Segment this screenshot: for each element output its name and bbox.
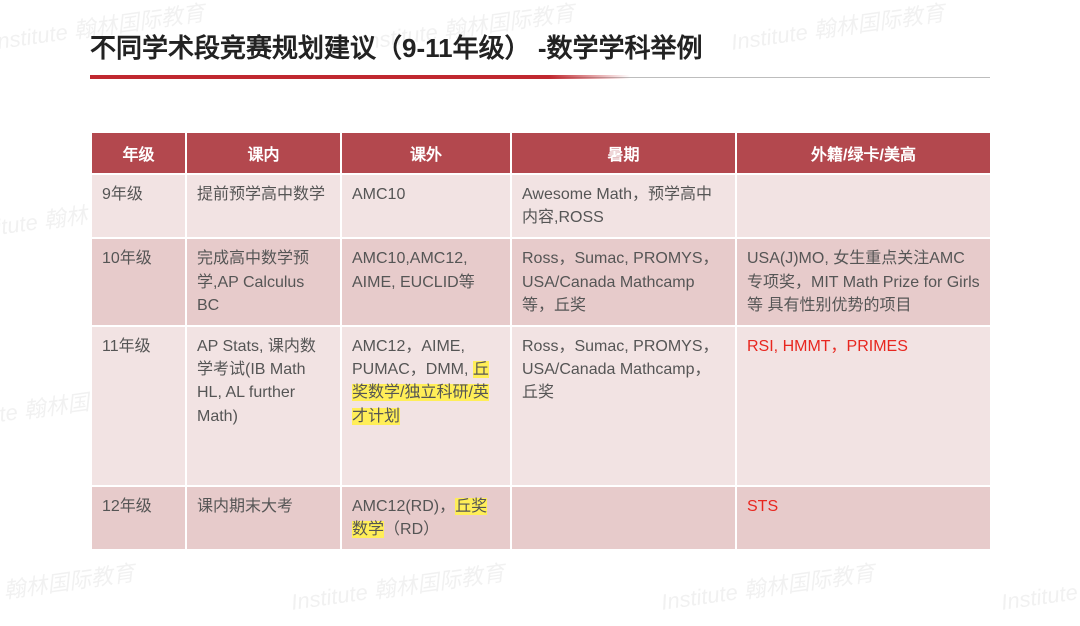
cell-abroad	[736, 174, 991, 238]
cell-grade: 9年级	[91, 174, 186, 238]
cell-grade: 10年级	[91, 238, 186, 326]
col-header-inclass: 课内	[186, 132, 341, 174]
extra-plain: AMC12，AIME, PUMAC，DMM,	[352, 338, 473, 378]
cell-abroad: USA(J)MO, 女生重点关注AMC专项奖，MIT Math Prize fo…	[736, 238, 991, 326]
cell-extra: AMC12(RD)，丘奖数学（RD）	[341, 486, 511, 550]
cell-inclass: AP Stats, 课内数学考试(IB Math HL, AL further …	[186, 326, 341, 486]
table-row: 11年级 AP Stats, 课内数学考试(IB Math HL, AL fur…	[91, 326, 991, 486]
col-header-summer: 暑期	[511, 132, 736, 174]
table-row: 9年级 提前预学高中数学 AMC10 Awesome Math，预学高中内容,R…	[91, 174, 991, 238]
cell-abroad: RSI, HMMT，PRIMES	[736, 326, 991, 486]
table-row: 12年级 课内期末大考 AMC12(RD)，丘奖数学（RD） STS	[91, 486, 991, 550]
slide-title: 不同学术段竞赛规划建议（9-11年级） -数学学科举例	[90, 28, 990, 65]
cell-inclass: 提前预学高中数学	[186, 174, 341, 238]
cell-summer: Awesome Math，预学高中内容,ROSS	[511, 174, 736, 238]
table-header-row: 年级 课内 课外 暑期 外籍/绿卡/美高	[91, 132, 991, 174]
title-underline	[90, 75, 990, 81]
cell-summer	[511, 486, 736, 550]
cell-grade: 12年级	[91, 486, 186, 550]
extra-plain-after: （RD）	[384, 521, 439, 538]
col-header-abroad: 外籍/绿卡/美高	[736, 132, 991, 174]
cell-abroad: STS	[736, 486, 991, 550]
table-row: 10年级 完成高中数学预学,AP Calculus BC AMC10,AMC12…	[91, 238, 991, 326]
col-header-grade: 年级	[91, 132, 186, 174]
slide-container: 不同学术段竞赛规划建议（9-11年级） -数学学科举例 年级 课内 课外 暑期 …	[0, 0, 1080, 571]
extra-plain: AMC12(RD)，	[352, 498, 455, 515]
abroad-red: RSI, HMMT，PRIMES	[747, 338, 908, 355]
cell-grade: 11年级	[91, 326, 186, 486]
cell-inclass: 完成高中数学预学,AP Calculus BC	[186, 238, 341, 326]
cell-summer: Ross，Sumac, PROMYS，USA/Canada Mathcamp，丘…	[511, 326, 736, 486]
plan-table: 年级 课内 课外 暑期 外籍/绿卡/美高 9年级 提前预学高中数学 AMC10 …	[90, 131, 992, 551]
abroad-red: STS	[747, 498, 778, 515]
cell-extra: AMC10	[341, 174, 511, 238]
cell-extra: AMC10,AMC12, AIME, EUCLID等	[341, 238, 511, 326]
cell-summer: Ross，Sumac, PROMYS，USA/Canada Mathcamp等，…	[511, 238, 736, 326]
cell-inclass: 课内期末大考	[186, 486, 341, 550]
cell-extra: AMC12，AIME, PUMAC，DMM, 丘奖数学/独立科研/英才计划	[341, 326, 511, 486]
col-header-extra: 课外	[341, 132, 511, 174]
